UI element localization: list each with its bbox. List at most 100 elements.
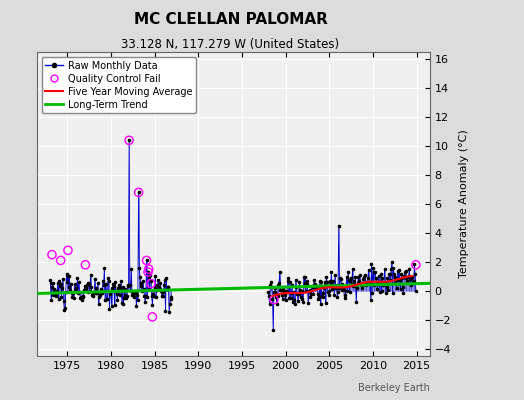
Point: [86, 272, 95, 278]
Point: [104, 275, 112, 281]
Point: [120, 295, 128, 302]
Point: [160, 277, 169, 284]
Point: [62, 289, 70, 295]
Point: [373, 286, 381, 293]
Point: [331, 271, 339, 278]
Point: [54, 295, 63, 302]
Point: [276, 286, 285, 293]
Point: [159, 293, 168, 300]
Point: [63, 279, 71, 285]
Point: [362, 279, 370, 285]
Point: [283, 288, 291, 295]
Point: [93, 290, 101, 296]
Point: [373, 278, 381, 285]
Point: [387, 266, 395, 272]
Point: [91, 290, 100, 296]
Point: [82, 285, 90, 291]
Point: [167, 294, 175, 300]
Point: [102, 296, 111, 302]
Point: [362, 282, 370, 288]
Point: [294, 290, 303, 297]
Point: [308, 284, 316, 291]
Point: [127, 265, 136, 272]
Point: [68, 294, 77, 300]
Point: [64, 284, 73, 290]
Point: [289, 288, 298, 295]
Point: [308, 282, 316, 289]
Point: [147, 293, 156, 300]
Point: [357, 282, 365, 288]
Point: [113, 291, 121, 298]
Point: [81, 283, 89, 290]
Point: [75, 279, 83, 286]
Point: [291, 301, 299, 308]
Point: [162, 275, 170, 281]
Point: [90, 290, 99, 296]
Point: [134, 296, 142, 303]
Point: [396, 286, 405, 292]
Point: [67, 281, 75, 287]
Point: [388, 289, 397, 296]
Point: [399, 284, 407, 291]
Text: 33.128 N, 117.279 W (United States): 33.128 N, 117.279 W (United States): [122, 38, 340, 51]
Point: [271, 285, 280, 291]
Point: [309, 290, 318, 297]
Point: [59, 298, 68, 304]
Point: [351, 273, 359, 280]
Point: [94, 301, 103, 307]
Point: [85, 288, 94, 294]
Point: [359, 276, 368, 282]
Point: [97, 286, 106, 292]
Point: [403, 274, 412, 280]
Point: [133, 292, 141, 299]
Point: [391, 273, 400, 280]
Text: MC CLELLAN PALOMAR: MC CLELLAN PALOMAR: [134, 12, 328, 27]
Point: [379, 282, 387, 288]
Point: [128, 292, 136, 298]
Point: [53, 287, 61, 294]
Point: [265, 301, 274, 307]
Point: [87, 284, 95, 290]
Point: [107, 288, 115, 294]
Point: [137, 283, 145, 290]
Point: [268, 284, 276, 290]
Point: [167, 296, 176, 302]
Point: [354, 274, 363, 280]
Point: [147, 278, 155, 284]
Point: [163, 284, 172, 290]
Point: [56, 283, 64, 289]
Point: [278, 292, 286, 299]
Point: [364, 275, 372, 282]
Point: [100, 282, 108, 288]
Point: [154, 282, 162, 288]
Point: [143, 257, 151, 264]
Point: [161, 308, 170, 314]
Point: [278, 295, 287, 302]
Point: [75, 289, 84, 295]
Point: [340, 287, 348, 293]
Point: [363, 280, 372, 287]
Point: [276, 268, 284, 275]
Point: [101, 296, 110, 303]
Point: [353, 285, 361, 291]
Point: [338, 281, 346, 288]
Point: [117, 278, 125, 284]
Point: [324, 288, 333, 294]
Point: [277, 287, 286, 294]
Point: [286, 279, 294, 285]
Point: [111, 302, 119, 308]
Point: [304, 288, 313, 294]
Point: [332, 285, 340, 291]
Point: [106, 291, 114, 298]
Point: [279, 286, 288, 293]
Point: [381, 280, 389, 286]
Point: [119, 301, 127, 308]
Point: [155, 284, 163, 290]
Point: [85, 281, 93, 287]
Point: [389, 265, 398, 271]
Point: [73, 274, 82, 281]
Point: [337, 276, 345, 282]
Point: [298, 296, 306, 302]
Point: [274, 282, 282, 288]
Point: [408, 274, 417, 280]
